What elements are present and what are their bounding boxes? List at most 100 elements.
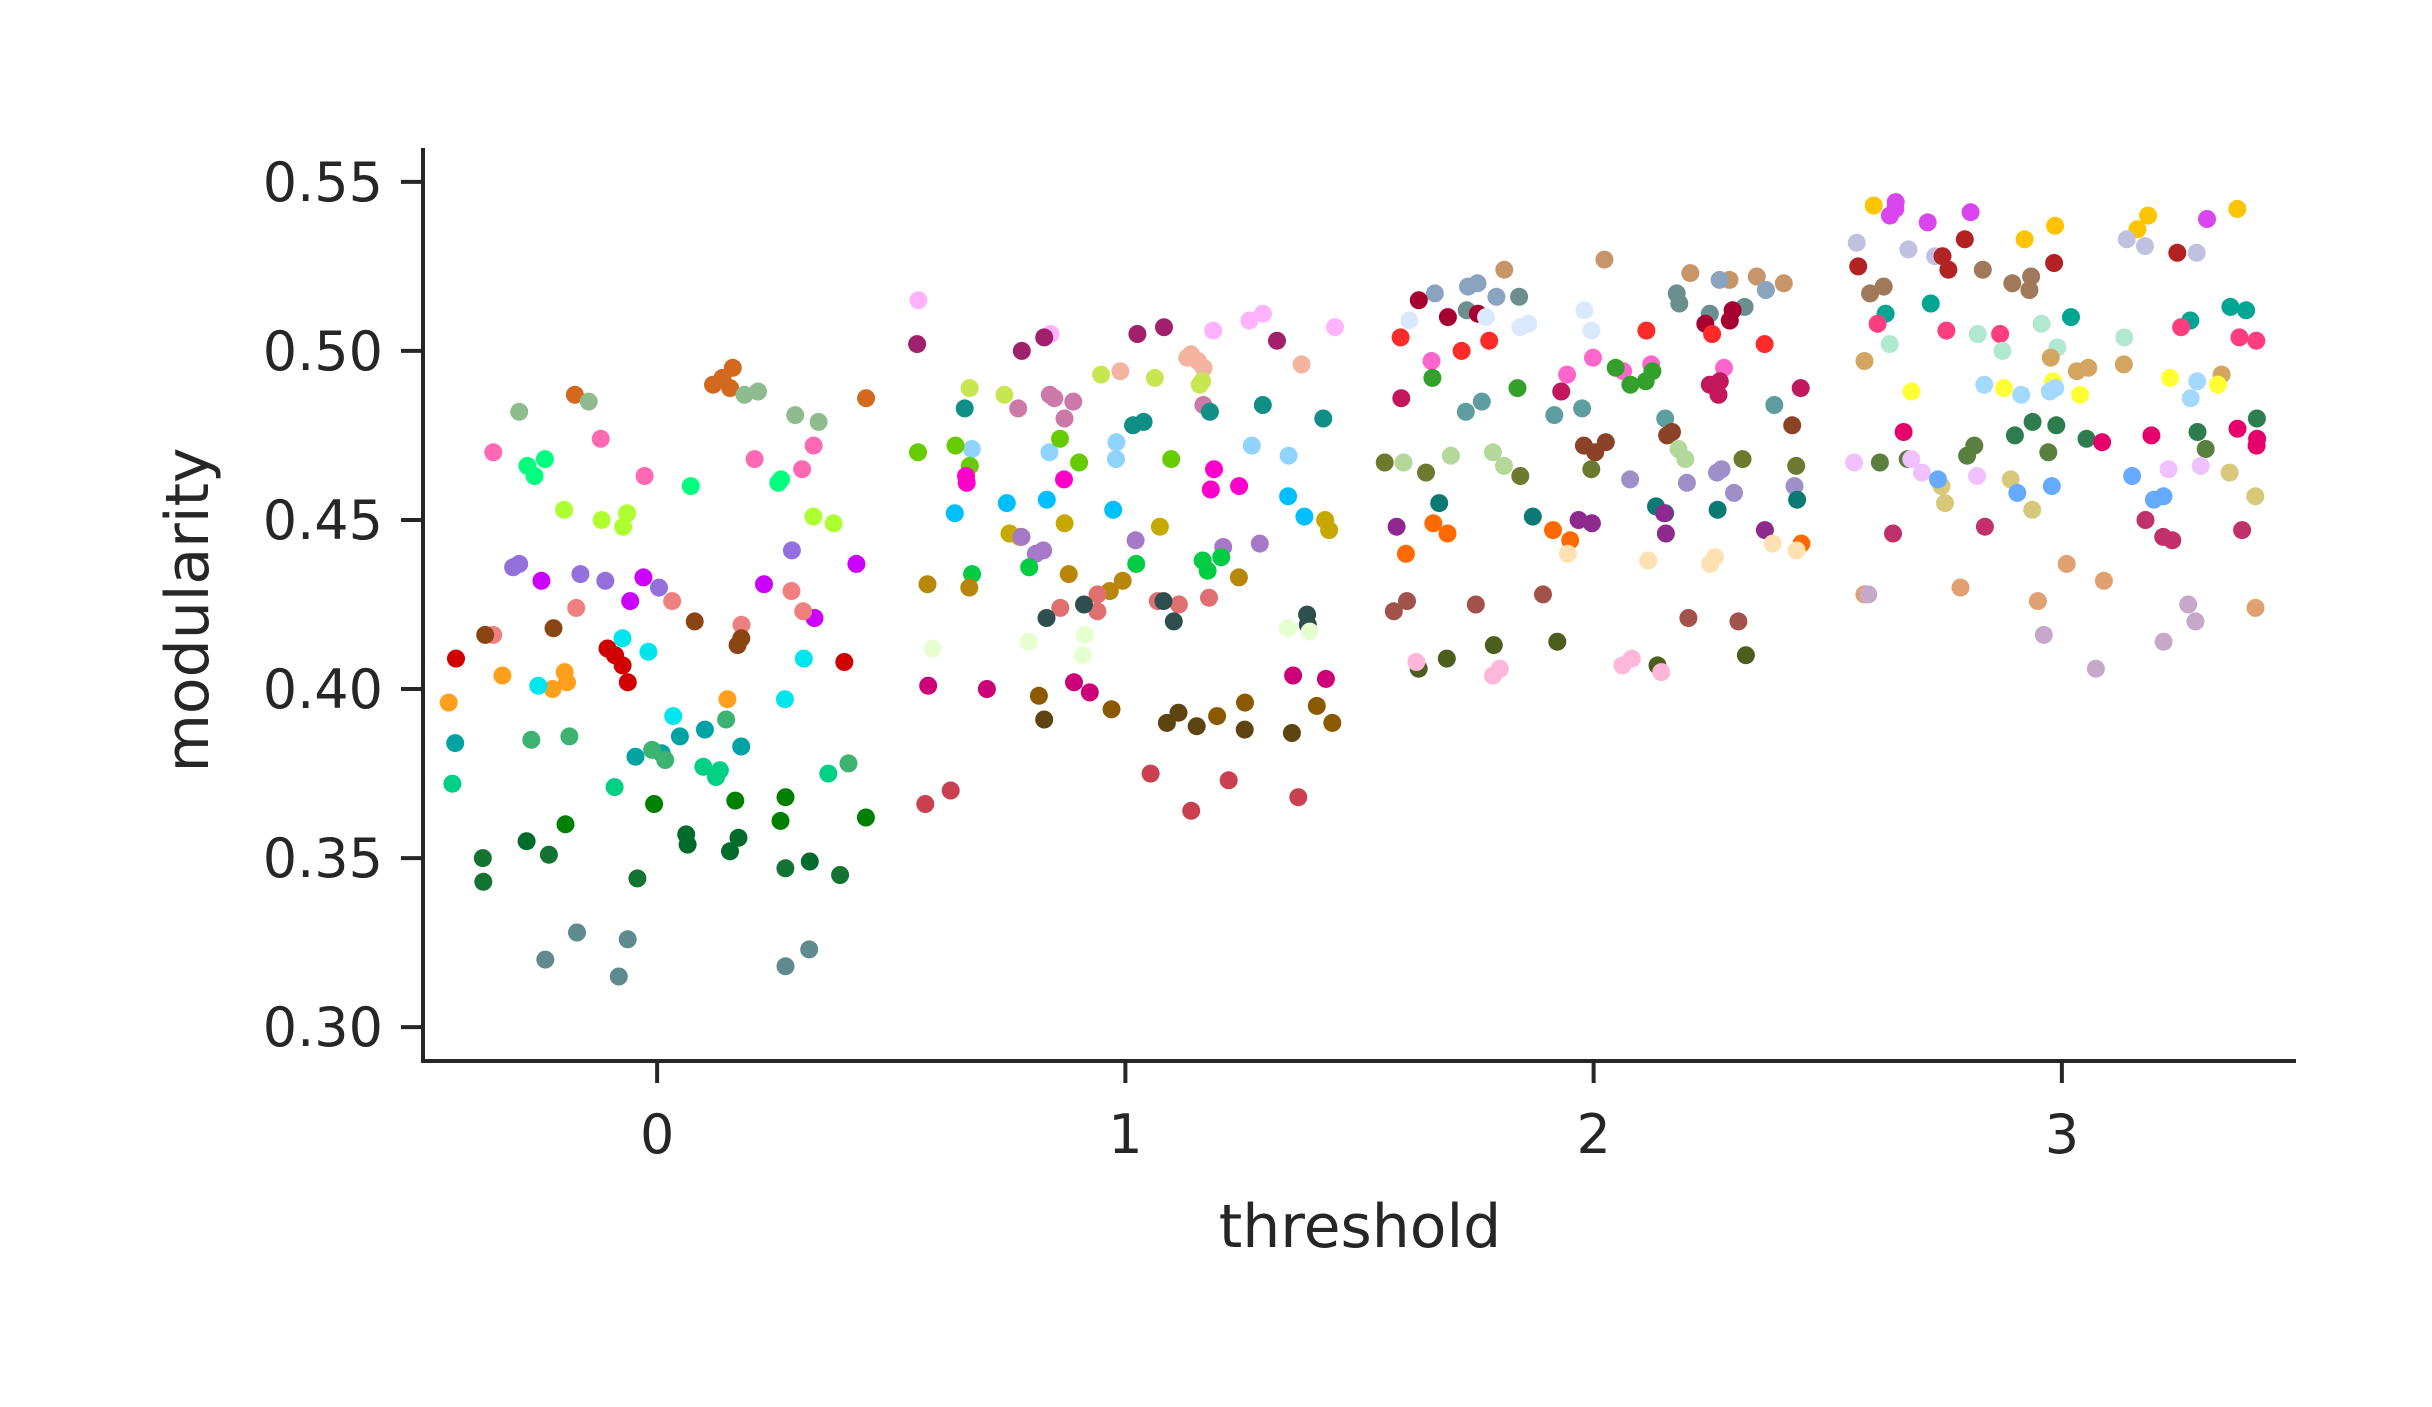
data-point bbox=[1398, 592, 1416, 611]
data-point bbox=[532, 571, 551, 590]
y-axis-title: modularity bbox=[153, 447, 223, 772]
data-point bbox=[618, 504, 637, 523]
data-point bbox=[1508, 379, 1527, 398]
data-point bbox=[1253, 304, 1272, 323]
data-point bbox=[694, 757, 713, 776]
data-point bbox=[941, 781, 960, 800]
data-point bbox=[1708, 500, 1727, 519]
data-point bbox=[2071, 385, 2090, 404]
data-point bbox=[2045, 254, 2064, 272]
data-point bbox=[776, 788, 795, 807]
data-point bbox=[997, 494, 1016, 513]
data-point bbox=[1190, 375, 1209, 394]
data-point bbox=[1391, 328, 1410, 347]
data-point bbox=[918, 575, 937, 594]
data-point bbox=[1534, 585, 1552, 604]
data-point bbox=[1012, 527, 1031, 546]
data-point bbox=[1452, 341, 1471, 360]
data-point bbox=[1051, 598, 1070, 617]
data-point bbox=[443, 774, 462, 793]
data-point bbox=[1861, 284, 1880, 303]
data-point bbox=[1409, 291, 1428, 310]
data-point bbox=[1384, 602, 1403, 621]
data-point bbox=[1193, 551, 1212, 570]
data-point bbox=[804, 436, 823, 455]
data-point bbox=[2161, 368, 2180, 387]
x-tick-label: 1 bbox=[1108, 1103, 1142, 1166]
data-point bbox=[1279, 446, 1298, 465]
data-point bbox=[1951, 578, 1970, 597]
data-point bbox=[726, 791, 745, 810]
data-point bbox=[1639, 551, 1658, 570]
data-point bbox=[1994, 379, 2013, 398]
data-point bbox=[2032, 314, 2051, 333]
data-point bbox=[835, 653, 854, 671]
data-point bbox=[535, 450, 554, 469]
data-point bbox=[1201, 480, 1220, 499]
data-point bbox=[1128, 325, 1147, 343]
data-point bbox=[786, 406, 805, 425]
data-point bbox=[721, 842, 739, 861]
data-point bbox=[856, 808, 875, 827]
data-point bbox=[1145, 368, 1164, 387]
data-point bbox=[1088, 585, 1107, 604]
data-point bbox=[1164, 612, 1183, 631]
data-point bbox=[1663, 423, 1681, 441]
data-point bbox=[1107, 450, 1125, 469]
data-point bbox=[1107, 433, 1126, 452]
data-point bbox=[2023, 412, 2042, 431]
data-point bbox=[1573, 399, 1592, 418]
data-point bbox=[1961, 203, 1980, 222]
data-point bbox=[977, 680, 996, 698]
data-point bbox=[1894, 423, 1913, 441]
data-point bbox=[729, 828, 748, 847]
data-point bbox=[1733, 450, 1752, 469]
data-point bbox=[1993, 341, 2012, 360]
data-point bbox=[1483, 443, 1502, 462]
data-point bbox=[2001, 470, 2020, 489]
data-point bbox=[1763, 534, 1782, 553]
data-point bbox=[1558, 365, 1577, 384]
data-point bbox=[1991, 325, 2010, 343]
data-point bbox=[543, 680, 562, 698]
data-point bbox=[1204, 321, 1223, 340]
data-point bbox=[1088, 602, 1107, 621]
data-point bbox=[923, 639, 942, 658]
data-point bbox=[1870, 453, 1889, 472]
data-point bbox=[1787, 456, 1806, 475]
data-point bbox=[1487, 287, 1506, 306]
data-point bbox=[908, 335, 927, 354]
data-point bbox=[1073, 646, 1092, 665]
data-point bbox=[1636, 372, 1655, 391]
data-point bbox=[909, 443, 927, 462]
data-point bbox=[621, 592, 640, 611]
data-point bbox=[2221, 297, 2240, 316]
data-point bbox=[1774, 274, 1793, 293]
data-point bbox=[1075, 595, 1093, 614]
x-tick-label: 2 bbox=[1576, 1103, 1610, 1166]
data-point bbox=[571, 565, 590, 584]
data-point bbox=[1912, 463, 1931, 482]
data-point bbox=[1495, 456, 1513, 475]
data-point bbox=[567, 598, 586, 617]
data-point bbox=[1425, 284, 1444, 303]
data-point bbox=[1755, 521, 1774, 540]
data-point bbox=[2230, 328, 2249, 347]
data-point bbox=[749, 382, 767, 401]
data-point bbox=[2179, 595, 2198, 614]
data-point bbox=[1423, 368, 1442, 387]
data-point bbox=[2079, 358, 2098, 377]
data-point bbox=[1154, 592, 1173, 611]
data-point bbox=[525, 467, 544, 485]
x-ticks: 0 1 2 3 bbox=[640, 1061, 2079, 1166]
data-point bbox=[919, 676, 938, 695]
data-point bbox=[995, 385, 1014, 404]
data-point bbox=[1725, 483, 1743, 502]
data-point bbox=[1012, 341, 1031, 360]
data-point bbox=[1424, 514, 1443, 533]
data-point bbox=[2154, 632, 2173, 651]
data-point bbox=[517, 832, 536, 851]
data-point bbox=[1884, 524, 1902, 543]
data-point bbox=[1584, 348, 1602, 367]
data-point bbox=[2057, 554, 2076, 573]
